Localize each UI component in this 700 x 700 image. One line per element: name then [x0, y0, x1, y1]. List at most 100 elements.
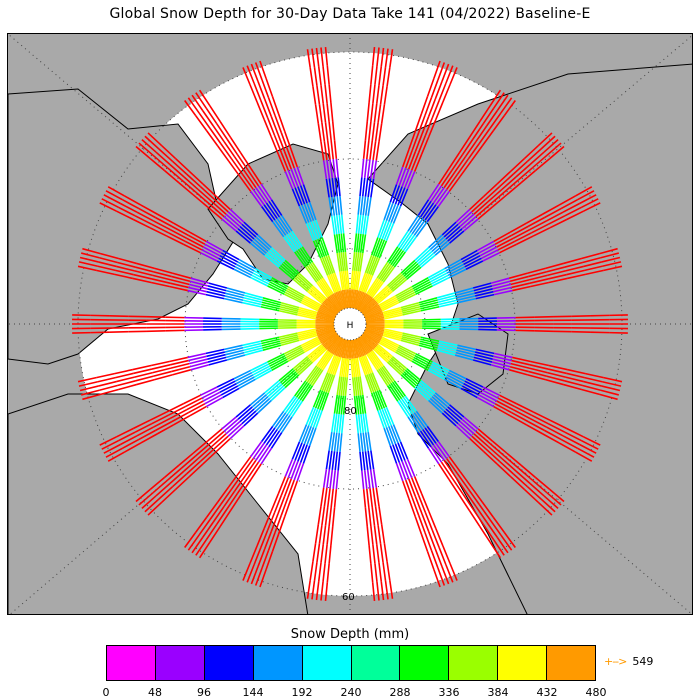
track-segment [325, 255, 334, 274]
track-segment [376, 289, 392, 303]
track-segment [585, 269, 604, 276]
track-segment [384, 48, 389, 68]
track-segment [333, 140, 338, 159]
track-segment [297, 248, 310, 266]
track-segment [438, 167, 450, 185]
track-segment [582, 384, 601, 392]
track-segment [297, 443, 306, 462]
track-segment [547, 270, 566, 277]
track-segment [438, 299, 458, 306]
track-segment [338, 339, 347, 358]
track-segment [333, 489, 338, 508]
track-segment [340, 395, 345, 415]
track-segment [205, 396, 224, 408]
track-segment [321, 257, 331, 276]
track-segment [499, 460, 515, 475]
track-segment [290, 168, 299, 187]
track-segment [434, 81, 443, 100]
track-segment [344, 358, 349, 378]
track-segment [475, 293, 495, 300]
track-segment [319, 372, 329, 391]
track-segment [435, 101, 444, 120]
track-segment [107, 451, 125, 462]
track-segment [117, 261, 136, 268]
track-segment [298, 306, 318, 314]
track-segment [316, 314, 335, 321]
track-segment [279, 307, 298, 314]
track-segment [329, 469, 334, 489]
track-segment [382, 306, 402, 314]
track-segment [357, 196, 361, 215]
track-segment [402, 334, 421, 341]
track-segment [284, 374, 300, 389]
track-segment [370, 525, 374, 545]
track-segment [546, 426, 564, 437]
track-segment [242, 301, 261, 308]
track-segment [287, 398, 300, 415]
track-segment [493, 355, 512, 362]
track-segment [283, 151, 292, 170]
track-segment [383, 312, 403, 319]
track-segment [544, 429, 562, 441]
track-segment [290, 480, 298, 500]
track-segment [583, 261, 602, 268]
track-segment [512, 228, 531, 240]
track-segment [456, 292, 475, 299]
track-segment [497, 397, 516, 408]
track-segment [373, 285, 389, 300]
track-segment [417, 383, 433, 398]
track-segment [225, 213, 241, 228]
track-segment [509, 272, 528, 279]
track-segment [370, 237, 379, 256]
track-segment [397, 442, 406, 461]
track-segment [270, 279, 288, 290]
track-segment [420, 96, 429, 115]
track-segment [280, 132, 289, 151]
track-segment [364, 121, 369, 141]
track-segment [205, 523, 218, 541]
track-segment [546, 211, 564, 222]
track-segment [411, 413, 424, 431]
track-segment [475, 125, 488, 142]
track-segment [251, 394, 267, 408]
track-segment [500, 534, 513, 551]
track-segment [472, 508, 484, 525]
track-segment [249, 392, 266, 406]
track-segment [424, 512, 434, 531]
track-segment [269, 385, 285, 400]
track-segment [366, 526, 370, 546]
track-segment [308, 407, 317, 426]
track-segment [511, 359, 531, 366]
track-segment [318, 104, 323, 123]
track-segment [239, 225, 255, 240]
track-segment [169, 408, 188, 420]
track-segment [381, 408, 390, 427]
track-segment [566, 372, 585, 379]
track-segment [250, 276, 268, 287]
track-segment [540, 498, 556, 513]
track-segment [328, 507, 332, 527]
track-segment [445, 261, 463, 272]
track-segment [328, 450, 333, 470]
track-segment [170, 279, 190, 286]
track-segment [375, 544, 380, 563]
track-segment [421, 116, 430, 135]
track-segment [481, 388, 499, 399]
track-segment [427, 369, 445, 381]
colorbar-swatch [155, 646, 205, 680]
track-segment [377, 219, 385, 238]
track-segment [308, 201, 317, 221]
track-segment [312, 543, 317, 562]
track-segment [154, 420, 173, 432]
track-segment [366, 277, 378, 295]
track-segment [350, 358, 354, 378]
track-segment [415, 221, 428, 238]
track-segment [134, 270, 153, 277]
track-segment [428, 367, 447, 378]
track-segment [333, 357, 342, 376]
track-segment [335, 291, 344, 310]
track-segment [284, 171, 294, 190]
track-segment [310, 221, 319, 240]
track-segment [359, 335, 372, 353]
track-segment [459, 213, 475, 228]
